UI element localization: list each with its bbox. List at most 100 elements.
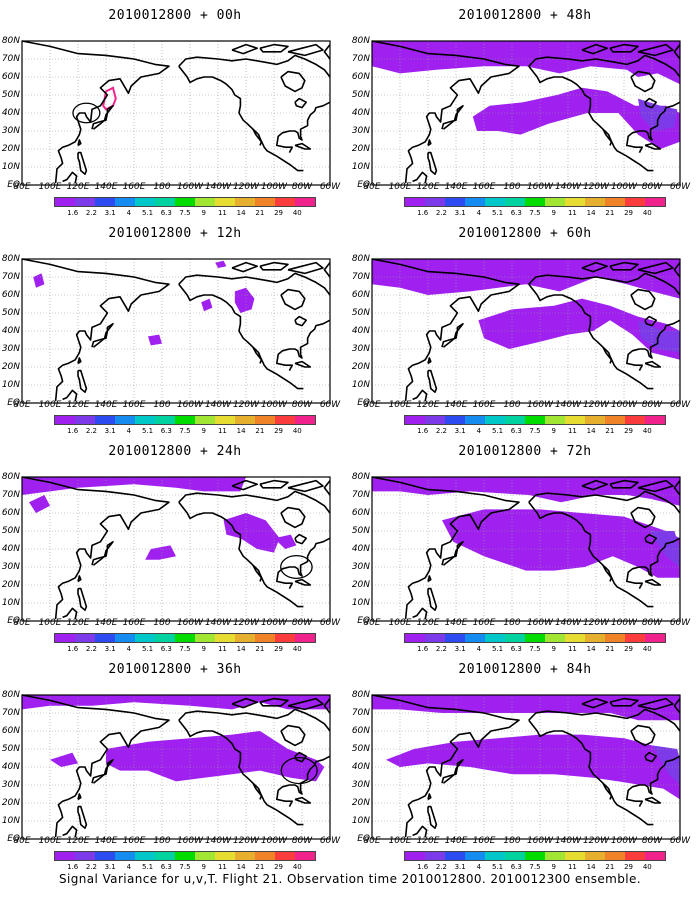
longitude-label: 80W <box>641 618 663 628</box>
longitude-label: 160W <box>526 182 554 192</box>
colorbar-segment <box>425 416 445 424</box>
variance-contour <box>102 86 117 111</box>
colorbar-segment <box>465 852 485 860</box>
colorbar-label: 29 <box>274 427 284 435</box>
longitude-label: 100W <box>260 836 288 846</box>
coastline <box>294 315 308 327</box>
longitude-label: 140W <box>554 400 582 410</box>
colorbar-segment <box>485 852 505 860</box>
colorbar-label: 40 <box>642 427 652 435</box>
colorbar-label: 7.5 <box>529 427 541 435</box>
longitude-label: 160W <box>176 400 204 410</box>
panel-title: 2010012800 + 84h <box>458 662 592 677</box>
coastline <box>294 97 308 109</box>
coastline <box>231 697 258 709</box>
longitude-label: 120E <box>416 182 440 192</box>
colorbar-segment <box>485 634 505 642</box>
colorbar-label: 40 <box>292 645 302 653</box>
colorbar-segment <box>55 634 75 642</box>
observation-circle <box>72 102 101 124</box>
coastline <box>287 261 324 275</box>
colorbar-label: 3.1 <box>104 863 116 871</box>
longitude-label: 60W <box>669 182 691 192</box>
coastline <box>91 323 114 348</box>
colorbar-segment <box>155 852 175 860</box>
variance-map <box>21 40 331 186</box>
longitude-label: 140W <box>204 182 232 192</box>
longitude-label: 180 <box>503 182 521 192</box>
colorbar-label: 1.6 <box>67 863 79 871</box>
longitude-label: 120W <box>582 836 610 846</box>
coastline <box>673 480 681 496</box>
coastline <box>178 272 331 296</box>
longitude-label: 100W <box>260 618 288 628</box>
variance-region-high <box>649 531 680 567</box>
longitude-label: 180 <box>503 836 521 846</box>
colorbar-label: 7.5 <box>529 863 541 871</box>
colorbar-segment <box>295 416 315 424</box>
colorbar-label: 11 <box>567 863 577 871</box>
colorbar-segment <box>485 416 505 424</box>
coastline <box>252 782 263 800</box>
colorbar-labels: 1.6 2.2 3.1 4 5.1 6.3 7.5 9 11 14 21 29 40 <box>404 863 666 873</box>
latitude-label: EQ <box>357 834 370 844</box>
colorbar-segment <box>155 416 175 424</box>
colorbar-label: 1.6 <box>67 645 79 653</box>
longitude-label: 120E <box>66 182 90 192</box>
longitude-label: 60W <box>319 182 341 192</box>
colorbar-segment <box>95 198 115 206</box>
colorbar-label: 40 <box>642 209 652 217</box>
coastline <box>178 54 331 78</box>
colorbar-label: 7.5 <box>529 209 541 217</box>
coastline <box>427 357 432 365</box>
colorbar-segment <box>275 198 295 206</box>
longitude-label: 100E <box>388 836 412 846</box>
latitude-label: 10N <box>1 380 20 390</box>
longitude-axis: 80E 100E 120E 140E 160E 180 160W 140W 120W 100W 80… <box>0 618 350 630</box>
latitude-label: 20N <box>351 144 370 154</box>
variance-region <box>22 477 246 495</box>
variance-map <box>21 476 331 622</box>
colorbar-segment <box>55 416 75 424</box>
longitude-label: 100E <box>38 182 62 192</box>
coastline <box>259 43 289 53</box>
variance-region <box>442 509 680 578</box>
coastline <box>77 575 82 583</box>
colorbar-segment <box>485 198 505 206</box>
colorbar-label: 21 <box>255 427 265 435</box>
longitude-label: 60W <box>669 618 691 628</box>
variance-region <box>33 273 45 288</box>
latitude-axis: 80N 70N 60N 50N 40N 30N 20N 10N EQ <box>350 472 372 626</box>
colorbar-label: 11 <box>567 645 577 653</box>
longitude-label: 120W <box>582 400 610 410</box>
latitude-label: 60N <box>351 508 370 518</box>
longitude-label: 120W <box>232 618 260 628</box>
colorbar-label: 29 <box>624 427 634 435</box>
colorbar-segment <box>215 634 235 642</box>
longitude-label: 160W <box>526 618 554 628</box>
latitude-label: 30N <box>1 780 20 790</box>
colorbar-segment <box>565 634 585 642</box>
variance-region <box>372 477 680 506</box>
coastline <box>259 261 289 271</box>
longitude-axis: 80E 100E 120E 140E 160E 180 160W 140W 120W 100W 80… <box>0 400 350 412</box>
colorbar-label: 9 <box>551 427 556 435</box>
latitude-label: 30N <box>1 562 20 572</box>
colorbar-segment <box>445 852 465 860</box>
coastline <box>323 480 331 496</box>
coastline <box>77 139 82 147</box>
latitude-label: 50N <box>1 308 20 318</box>
latitude-label: 40N <box>351 108 370 118</box>
latitude-label: EQ <box>7 398 20 408</box>
colorbar-segment <box>585 416 605 424</box>
latitude-label: 70N <box>351 272 370 282</box>
coastline <box>427 805 438 829</box>
latitude-label: EQ <box>357 616 370 626</box>
longitude-label: 60W <box>319 836 341 846</box>
colorbar-segment <box>645 198 665 206</box>
colorbar-segment <box>445 416 465 424</box>
coastline <box>62 607 78 620</box>
longitude-label: 100E <box>38 400 62 410</box>
coastline <box>581 261 608 273</box>
latitude-axis: 80N 70N 60N 50N 40N 30N 20N 10N EQ <box>350 690 372 844</box>
